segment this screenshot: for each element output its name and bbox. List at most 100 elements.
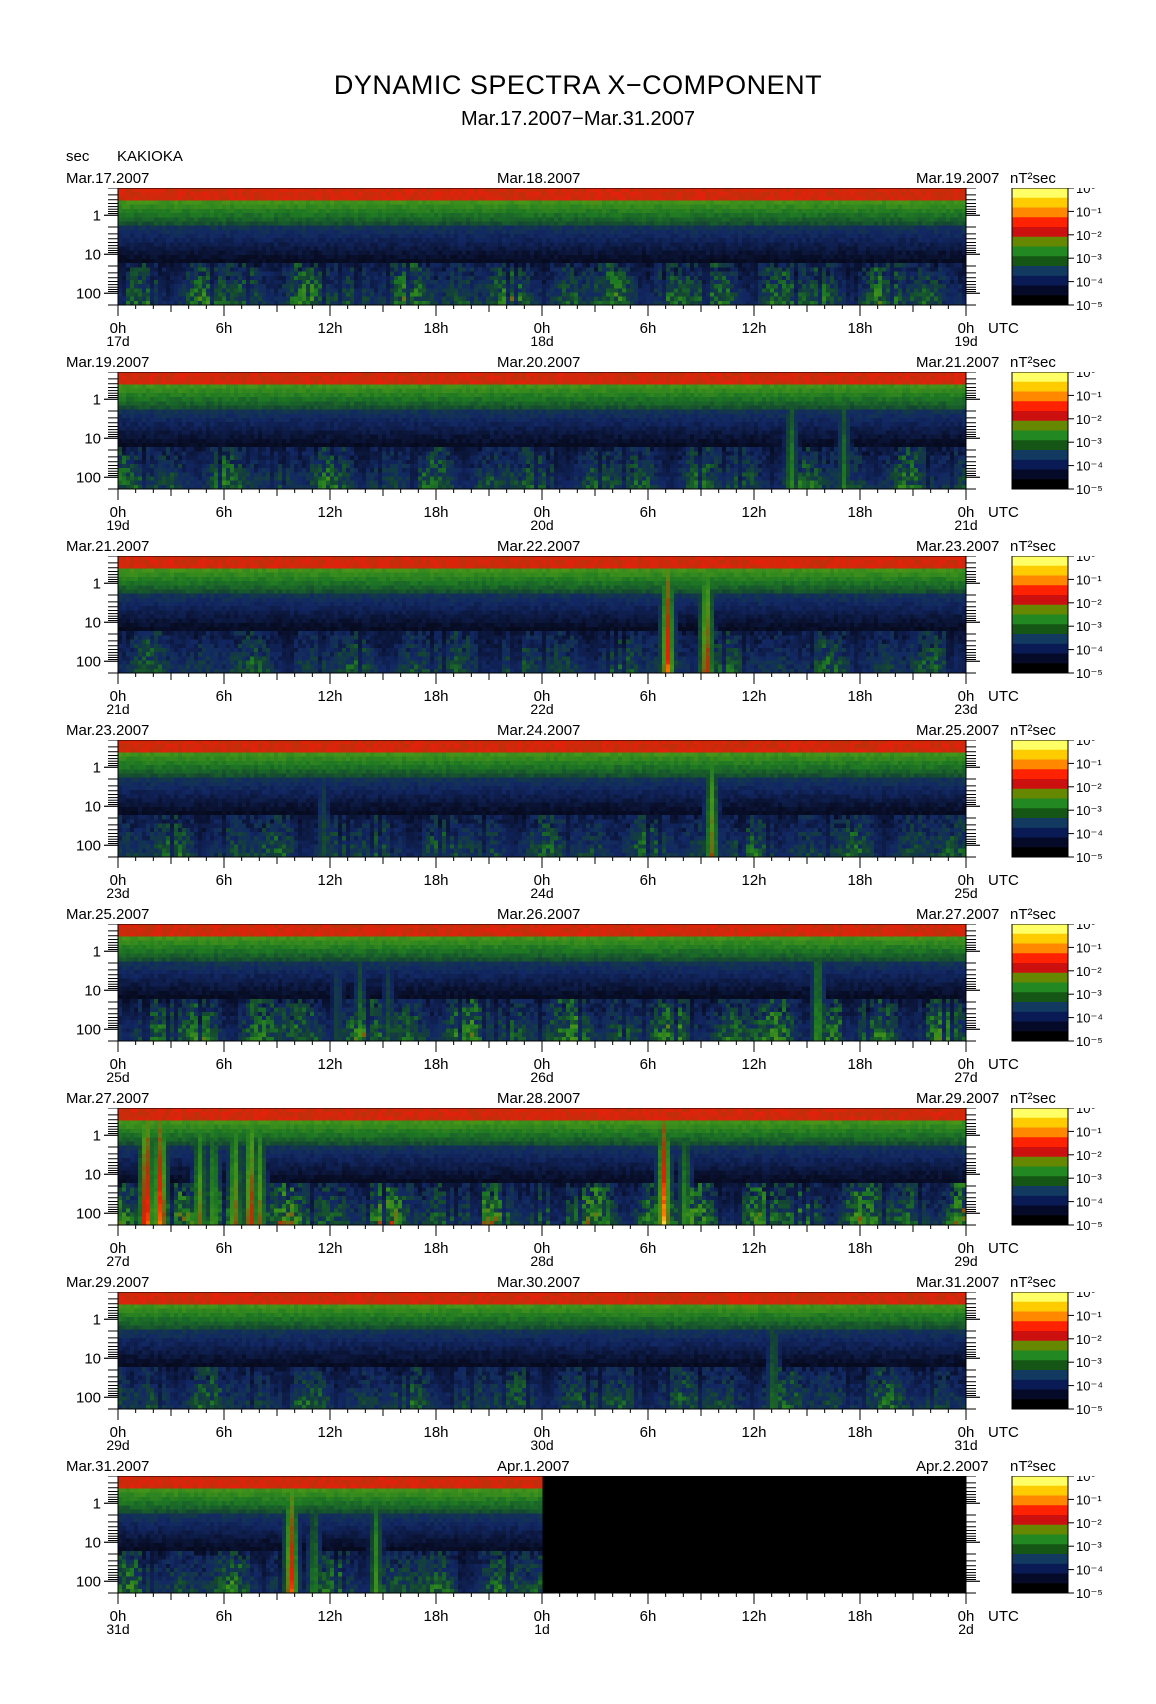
colorbar-segment <box>1012 624 1068 635</box>
x-hour-label: 12h <box>317 1608 342 1625</box>
colorbar-segment <box>1012 788 1068 799</box>
panel-date-start: Mar.25.2007 <box>66 907 149 922</box>
colorbar-segment <box>1012 1176 1068 1187</box>
colorbar-segment <box>1012 565 1068 576</box>
y-tick-label: 100 <box>76 285 101 302</box>
panel-date-middle: Mar.24.2007 <box>497 723 580 738</box>
x-hour-label: 18h <box>423 504 448 521</box>
colorbar-tick-label: 10⁻¹ <box>1076 940 1102 955</box>
panel-date-start: Mar.27.2007 <box>66 1091 149 1106</box>
colorbar-segment <box>1012 1021 1068 1032</box>
colorbar-tick-label: 10⁻² <box>1076 596 1102 611</box>
x-hour-label: 0h <box>958 1240 975 1257</box>
panel-date-start: Mar.23.2007 <box>66 723 149 738</box>
colorbar-segment <box>1012 769 1068 780</box>
panel-date-middle: Mar.26.2007 <box>497 907 580 922</box>
y-tick-label: 1 <box>93 575 101 592</box>
colorbar-tick-label: 10⁰ <box>1076 1476 1096 1484</box>
x-hour-label: 6h <box>640 1240 657 1257</box>
colorbar-segment <box>1012 295 1068 306</box>
colorbar-tick-label: 10⁻¹ <box>1076 1308 1102 1323</box>
colorbar-segment <box>1012 953 1068 964</box>
panel-date-end: Mar.23.2007 <box>916 539 999 554</box>
x-hour-label: 12h <box>317 688 342 705</box>
x-hour-label: 18h <box>423 1424 448 1441</box>
x-hour-label: 0h <box>110 504 127 521</box>
x-day-label: 19d <box>954 333 977 349</box>
colorbar-segment <box>1012 236 1068 247</box>
x-day-label: 21d <box>954 517 977 533</box>
x-hour-label: 0h <box>110 1240 127 1257</box>
x-hour-label: 18h <box>847 1240 872 1257</box>
x-hour-label: 6h <box>216 1608 233 1625</box>
panel-date-middle: Apr.1.2007 <box>497 1459 570 1474</box>
colorbar-tick-label: 10⁰ <box>1076 372 1096 380</box>
spectrogram-cells <box>118 372 967 490</box>
spectrogram-panel: 1 10 100 0h 6h 12h 18h 0h 6h 12h 18h 0h UTC 31d 1d 2d 10… <box>76 1476 1103 1637</box>
spectrogram-cells <box>118 740 967 858</box>
colorbar-segment <box>1012 653 1068 664</box>
colorbar-tick-label: 10⁻⁴ <box>1076 643 1103 658</box>
colorbar-segment <box>1012 614 1068 625</box>
colorbar-tick-label: 10⁻³ <box>1076 1355 1102 1370</box>
x-hour-label: 18h <box>423 320 448 337</box>
x-day-label: 31d <box>106 1621 129 1637</box>
colorbar-segment <box>1012 1311 1068 1322</box>
x-hour-label: 0h <box>110 320 127 337</box>
x-hour-label: 0h <box>110 1424 127 1441</box>
colorbar-tick-label: 10⁰ <box>1076 1292 1096 1300</box>
colorbar-segment <box>1012 982 1068 993</box>
colorbar-segment <box>1012 285 1068 296</box>
colorbar-segment <box>1012 740 1068 751</box>
spectrogram-cells <box>118 924 967 1042</box>
colorbar-unit: nT²sec <box>1010 1275 1056 1290</box>
colorbar-segment <box>1012 1495 1068 1506</box>
colorbar-unit: nT²sec <box>1010 539 1056 554</box>
y-tick-label: 1 <box>93 1311 101 1328</box>
colorbar-segment <box>1012 401 1068 412</box>
colorbar-tick-label: 10⁻² <box>1076 1516 1102 1531</box>
colorbar-tick-label: 10⁻⁵ <box>1076 666 1103 681</box>
x-hour-label: 6h <box>640 320 657 337</box>
x-hour-label: 12h <box>317 1056 342 1073</box>
x-hour-label: 0h <box>534 1240 551 1257</box>
colorbar-segment <box>1012 1370 1068 1381</box>
x-hour-label: 6h <box>216 1240 233 1257</box>
x-hour-label: 12h <box>741 1240 766 1257</box>
x-hour-label: 0h <box>110 688 127 705</box>
colorbar-segment <box>1012 1137 1068 1148</box>
colorbar-tick-label: 10⁻⁵ <box>1076 1402 1103 1417</box>
x-hour-label: 6h <box>640 688 657 705</box>
x-hour-label: 6h <box>640 1056 657 1073</box>
colorbar-tick-label: 10⁻¹ <box>1076 1492 1102 1507</box>
colorbar-segment <box>1012 207 1068 218</box>
x-day-label: 27d <box>954 1069 977 1085</box>
x-hour-label: 6h <box>640 872 657 889</box>
colorbar-segment <box>1012 847 1068 858</box>
colorbar-unit: nT²sec <box>1010 723 1056 738</box>
y-tick-label: 100 <box>76 837 101 854</box>
colorbar-segment <box>1012 663 1068 674</box>
x-hour-label: 6h <box>216 688 233 705</box>
colorbar-tick-label: 10⁻¹ <box>1076 388 1102 403</box>
colorbar-segment <box>1012 924 1068 935</box>
x-hour-label: 12h <box>317 1240 342 1257</box>
y-tick-label: 10 <box>84 430 101 447</box>
x-hour-label: 18h <box>847 872 872 889</box>
colorbar-tick-label: 10⁻⁴ <box>1076 1563 1103 1578</box>
colorbar-segment <box>1012 1195 1068 1206</box>
colorbar-segment <box>1012 1321 1068 1332</box>
panel-date-middle: Mar.28.2007 <box>497 1091 580 1106</box>
station-label: KAKIOKA <box>117 148 183 165</box>
colorbar-tick-label: 10⁻² <box>1076 1148 1102 1163</box>
colorbar-segment <box>1012 1524 1068 1535</box>
colorbar-tick-label: 10⁻⁵ <box>1076 850 1103 865</box>
x-hour-label: 6h <box>216 320 233 337</box>
colorbar-segment <box>1012 381 1068 392</box>
x-day-label: 26d <box>530 1069 553 1085</box>
colorbar-tick-label: 10⁻² <box>1076 780 1102 795</box>
y-tick-label: 1 <box>93 1495 101 1512</box>
panel-date-end: Mar.29.2007 <box>916 1091 999 1106</box>
spectrogram-panel: 1 10 100 0h 6h 12h 18h 0h 6h 12h 18h 0h UTC 29d 30d 31d… <box>76 1292 1103 1453</box>
x-hour-label: 0h <box>958 1056 975 1073</box>
